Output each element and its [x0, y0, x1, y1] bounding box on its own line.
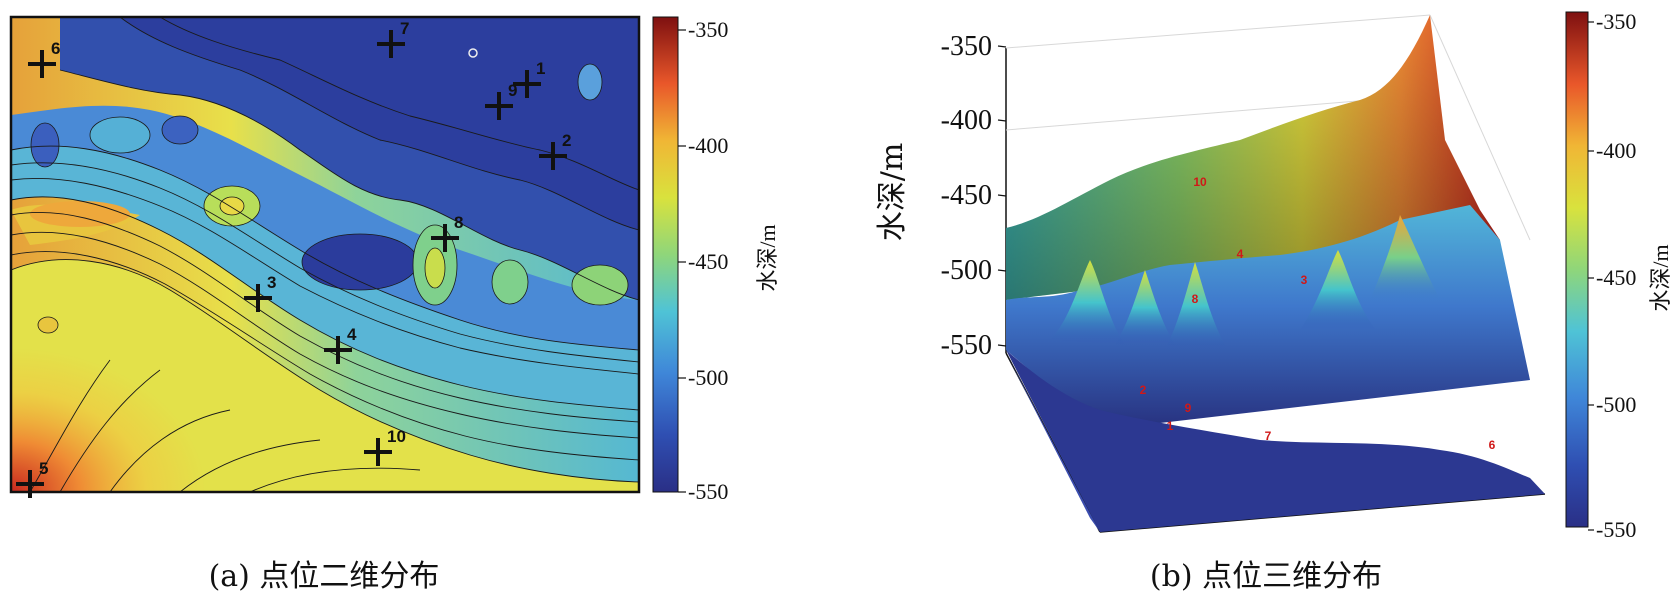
map-2d — [11, 17, 639, 492]
deepest-zone — [120, 17, 639, 230]
well-label-3d-8: 8 — [1192, 292, 1199, 306]
well-label-3d-9: 9 — [1185, 401, 1192, 415]
z-axis-tick: -350 — [941, 31, 992, 62]
caption-b: (b) 点位三维分布 — [1150, 559, 1382, 594]
surface-front — [1006, 350, 1545, 532]
well-label: 4 — [347, 325, 357, 344]
red-zone — [11, 300, 271, 492]
well-label: 6 — [51, 39, 60, 58]
well-label-3d-2: 2 — [1140, 383, 1147, 397]
well-label: 3 — [267, 273, 276, 292]
well-marker-3: 3 — [244, 273, 276, 312]
well-label: 10 — [387, 427, 406, 446]
colorbar-a-tick: -550 — [688, 479, 728, 504]
well-label: 7 — [400, 19, 409, 38]
well-marker-2: 2 — [539, 131, 571, 170]
well-marker-1: 1 — [513, 59, 545, 98]
well-markers-2d: 1 2 3 4 5 6 7 8 9 10 — [16, 19, 571, 498]
well-markers-3d: 10 4 3 8 2 91 7 6 — [1140, 175, 1496, 452]
well-label-3d-7: 7 — [1265, 429, 1272, 443]
contour-lines — [11, 17, 639, 492]
well-label: 9 — [508, 81, 517, 100]
well-label-3d-1: 1 — [1167, 419, 1174, 433]
map-frame — [9, 15, 641, 494]
colorbar-b-tick: -400 — [1596, 138, 1636, 163]
well-marker-7: 7 — [377, 19, 409, 58]
well-marker-5: 5 — [16, 459, 48, 498]
colorbar-b-tick: -550 — [1596, 517, 1636, 542]
well-label: 2 — [562, 131, 571, 150]
z-axis-ticks: -350 -400 -450 -500 -550 — [941, 31, 1007, 361]
well-label-3d-4: 4 — [1237, 247, 1244, 261]
peak — [1050, 260, 1125, 345]
mid-depth-band — [11, 105, 639, 350]
colorbar-b-label: 水深/m — [1648, 244, 1673, 311]
colorbar-b-tick: -450 — [1596, 265, 1636, 290]
well-marker-9: 9 — [485, 81, 517, 120]
colorbar-a-label: 水深/m — [755, 224, 780, 291]
colorbar-b-ticks: -350 -400 -450 -500 -550 — [1588, 9, 1636, 542]
well-label: 5 — [39, 459, 48, 478]
colorbar-a-tick: -350 — [688, 17, 728, 42]
caption-a: (a) 点位二维分布 — [209, 559, 440, 594]
z-axis-tick: -550 — [941, 330, 992, 361]
surface-3d — [1005, 14, 1546, 533]
z-axis-tick: -400 — [941, 105, 992, 136]
colorbar-a-tick: -500 — [688, 365, 728, 390]
colorbar-a-tick: -450 — [688, 249, 728, 274]
colorbar-a — [652, 16, 679, 493]
colorbar-b-tick: -500 — [1596, 392, 1636, 417]
well-label: 1 — [536, 59, 545, 78]
well-marker-4: 4 — [324, 325, 357, 364]
z-axis-label: 水深/m — [875, 143, 910, 242]
colorbar-b-tick: -350 — [1596, 9, 1636, 34]
peak-contour — [491, 259, 529, 305]
well-label-3d-3: 3 — [1301, 273, 1308, 287]
well-label-3d-6: 6 — [1489, 438, 1496, 452]
well-marker-10: 10 — [364, 427, 406, 466]
z-axis-tick: -450 — [941, 180, 992, 211]
colorbar-a-tick: -400 — [688, 133, 728, 158]
orange-lens-core — [30, 201, 130, 227]
marker-circle — [468, 48, 478, 58]
z-axis-tick: -500 — [941, 255, 992, 286]
well-label: 8 — [454, 213, 463, 232]
well-marker-8: 8 — [431, 213, 463, 252]
well-label-3d-10: 10 — [1193, 175, 1207, 189]
colorbar-b — [1565, 11, 1589, 528]
well-marker-6: 6 — [28, 39, 60, 78]
colorbar-a-ticks: -350 -400 -450 -500 -550 — [678, 17, 728, 504]
